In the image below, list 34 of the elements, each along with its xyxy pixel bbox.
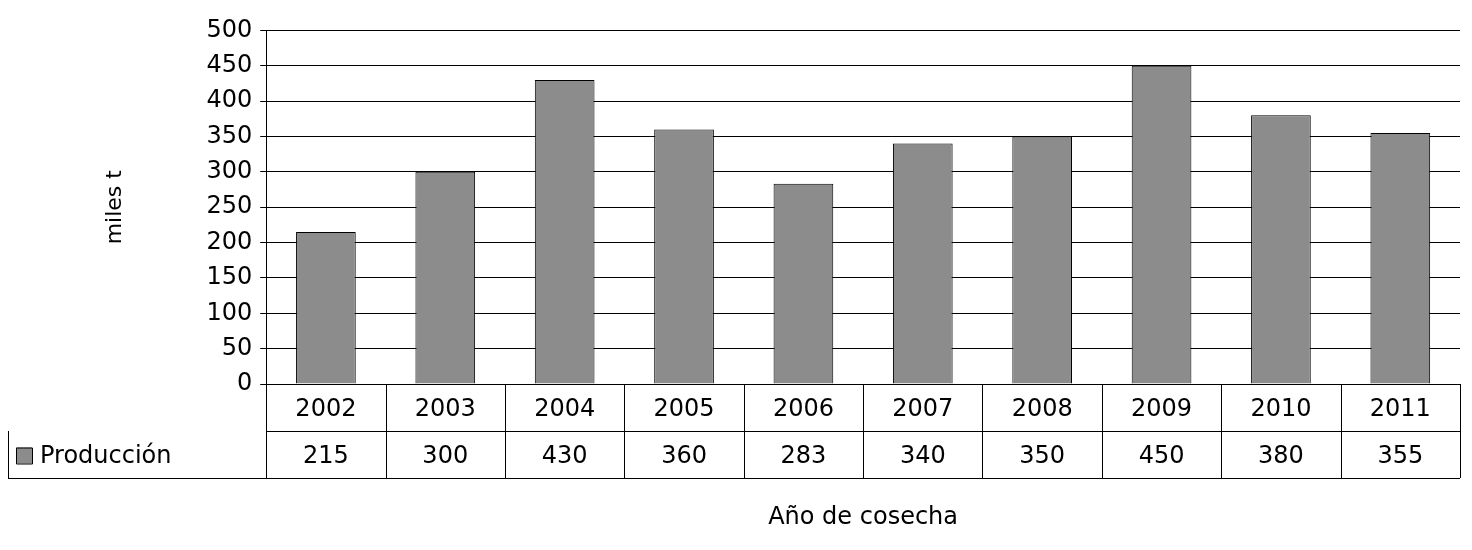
y-tick-label: 350 (206, 120, 253, 149)
x-axis-title: Año de cosecha (768, 502, 959, 531)
x-tick-label: 2007 (892, 393, 954, 422)
y-tick-label: 400 (206, 85, 253, 114)
y-tick-label: 50 (221, 332, 253, 361)
data-label: 355 (1377, 440, 1424, 469)
data-label: 350 (1019, 440, 1066, 469)
data-label: 430 (541, 440, 588, 469)
y-tick-label: 100 (206, 297, 253, 326)
x-tick-label: 2009 (1131, 393, 1193, 422)
y-tick-label: 250 (206, 191, 253, 220)
y-tick-label: 500 (206, 14, 253, 43)
data-label: 215 (302, 440, 349, 469)
x-tick-label: 2010 (1250, 393, 1312, 422)
data-label: 360 (661, 440, 707, 469)
x-tick-label: 2011 (1369, 393, 1431, 422)
y-tick-label: 0 (236, 368, 253, 397)
x-tick-label: 2008 (1011, 393, 1073, 422)
x-tick-label: 2005 (653, 393, 715, 422)
x-tick-label: 2004 (534, 393, 596, 422)
y-tick-label: 150 (206, 262, 253, 291)
y-tick-label: 450 (206, 49, 253, 78)
data-label: 380 (1258, 440, 1304, 469)
y-axis-title: miles t (100, 169, 126, 245)
x-tick-label: 2003 (414, 393, 476, 422)
data-label: 300 (422, 440, 469, 469)
x-tick-label: 2002 (295, 393, 357, 422)
y-tick-label: 200 (206, 226, 253, 255)
data-label: 340 (899, 440, 946, 469)
legend-label: Producción (40, 440, 172, 469)
y-tick-label: 300 (206, 156, 253, 185)
data-label: 283 (780, 440, 827, 469)
x-tick-label: 2006 (772, 393, 834, 422)
data-label: 450 (1138, 440, 1185, 469)
